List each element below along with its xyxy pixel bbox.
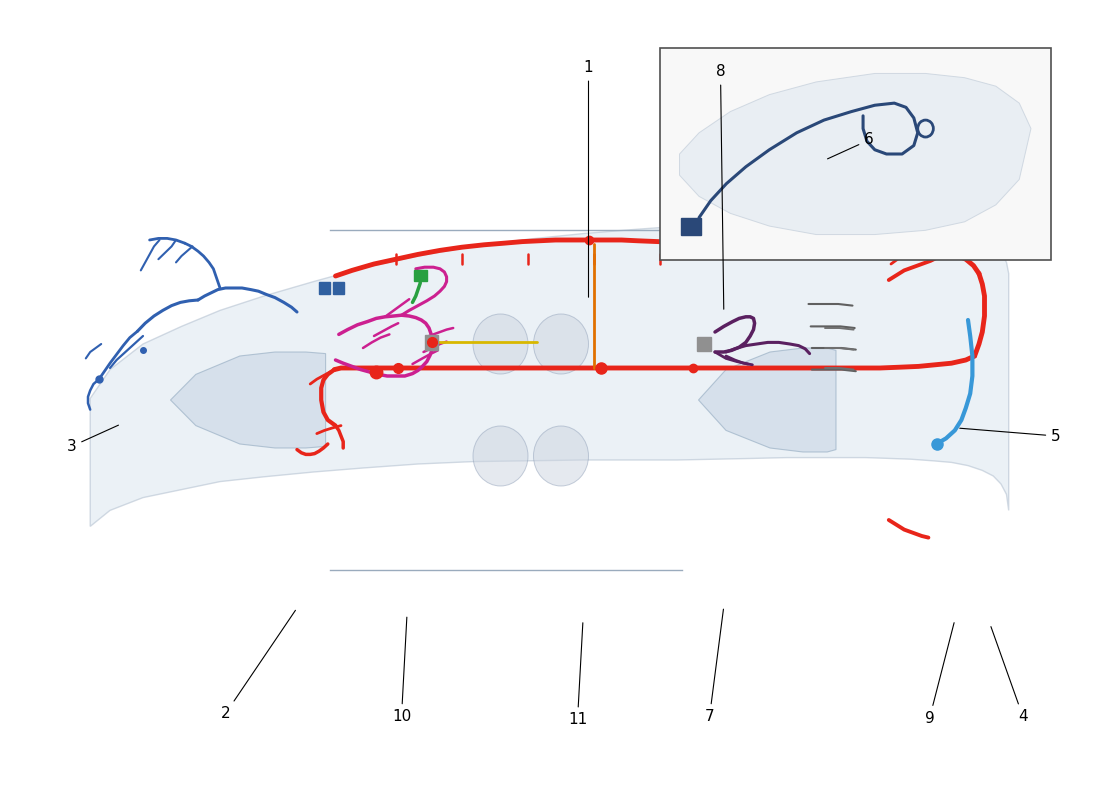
Text: 1: 1 — [584, 61, 593, 298]
Text: 7: 7 — [705, 609, 724, 724]
Polygon shape — [170, 352, 326, 448]
Bar — [697, 337, 711, 351]
Bar — [333, 282, 344, 294]
Ellipse shape — [473, 426, 528, 486]
Text: 8: 8 — [716, 65, 725, 310]
Text: 11: 11 — [568, 622, 587, 727]
Text: 9: 9 — [925, 622, 954, 726]
Polygon shape — [680, 74, 1031, 234]
Bar — [660, 48, 1050, 260]
Polygon shape — [698, 348, 836, 452]
Bar — [319, 282, 330, 294]
Polygon shape — [90, 220, 1009, 526]
Text: 6: 6 — [827, 133, 873, 159]
Text: 10: 10 — [392, 617, 411, 724]
Bar — [682, 218, 701, 234]
Text: 5: 5 — [960, 428, 1060, 443]
Ellipse shape — [534, 426, 588, 486]
Ellipse shape — [473, 314, 528, 374]
Bar — [414, 270, 427, 281]
Ellipse shape — [534, 314, 588, 374]
Text: 3: 3 — [67, 425, 119, 454]
Bar — [425, 335, 438, 350]
Text: 4: 4 — [991, 626, 1027, 724]
Text: 2: 2 — [221, 610, 296, 721]
